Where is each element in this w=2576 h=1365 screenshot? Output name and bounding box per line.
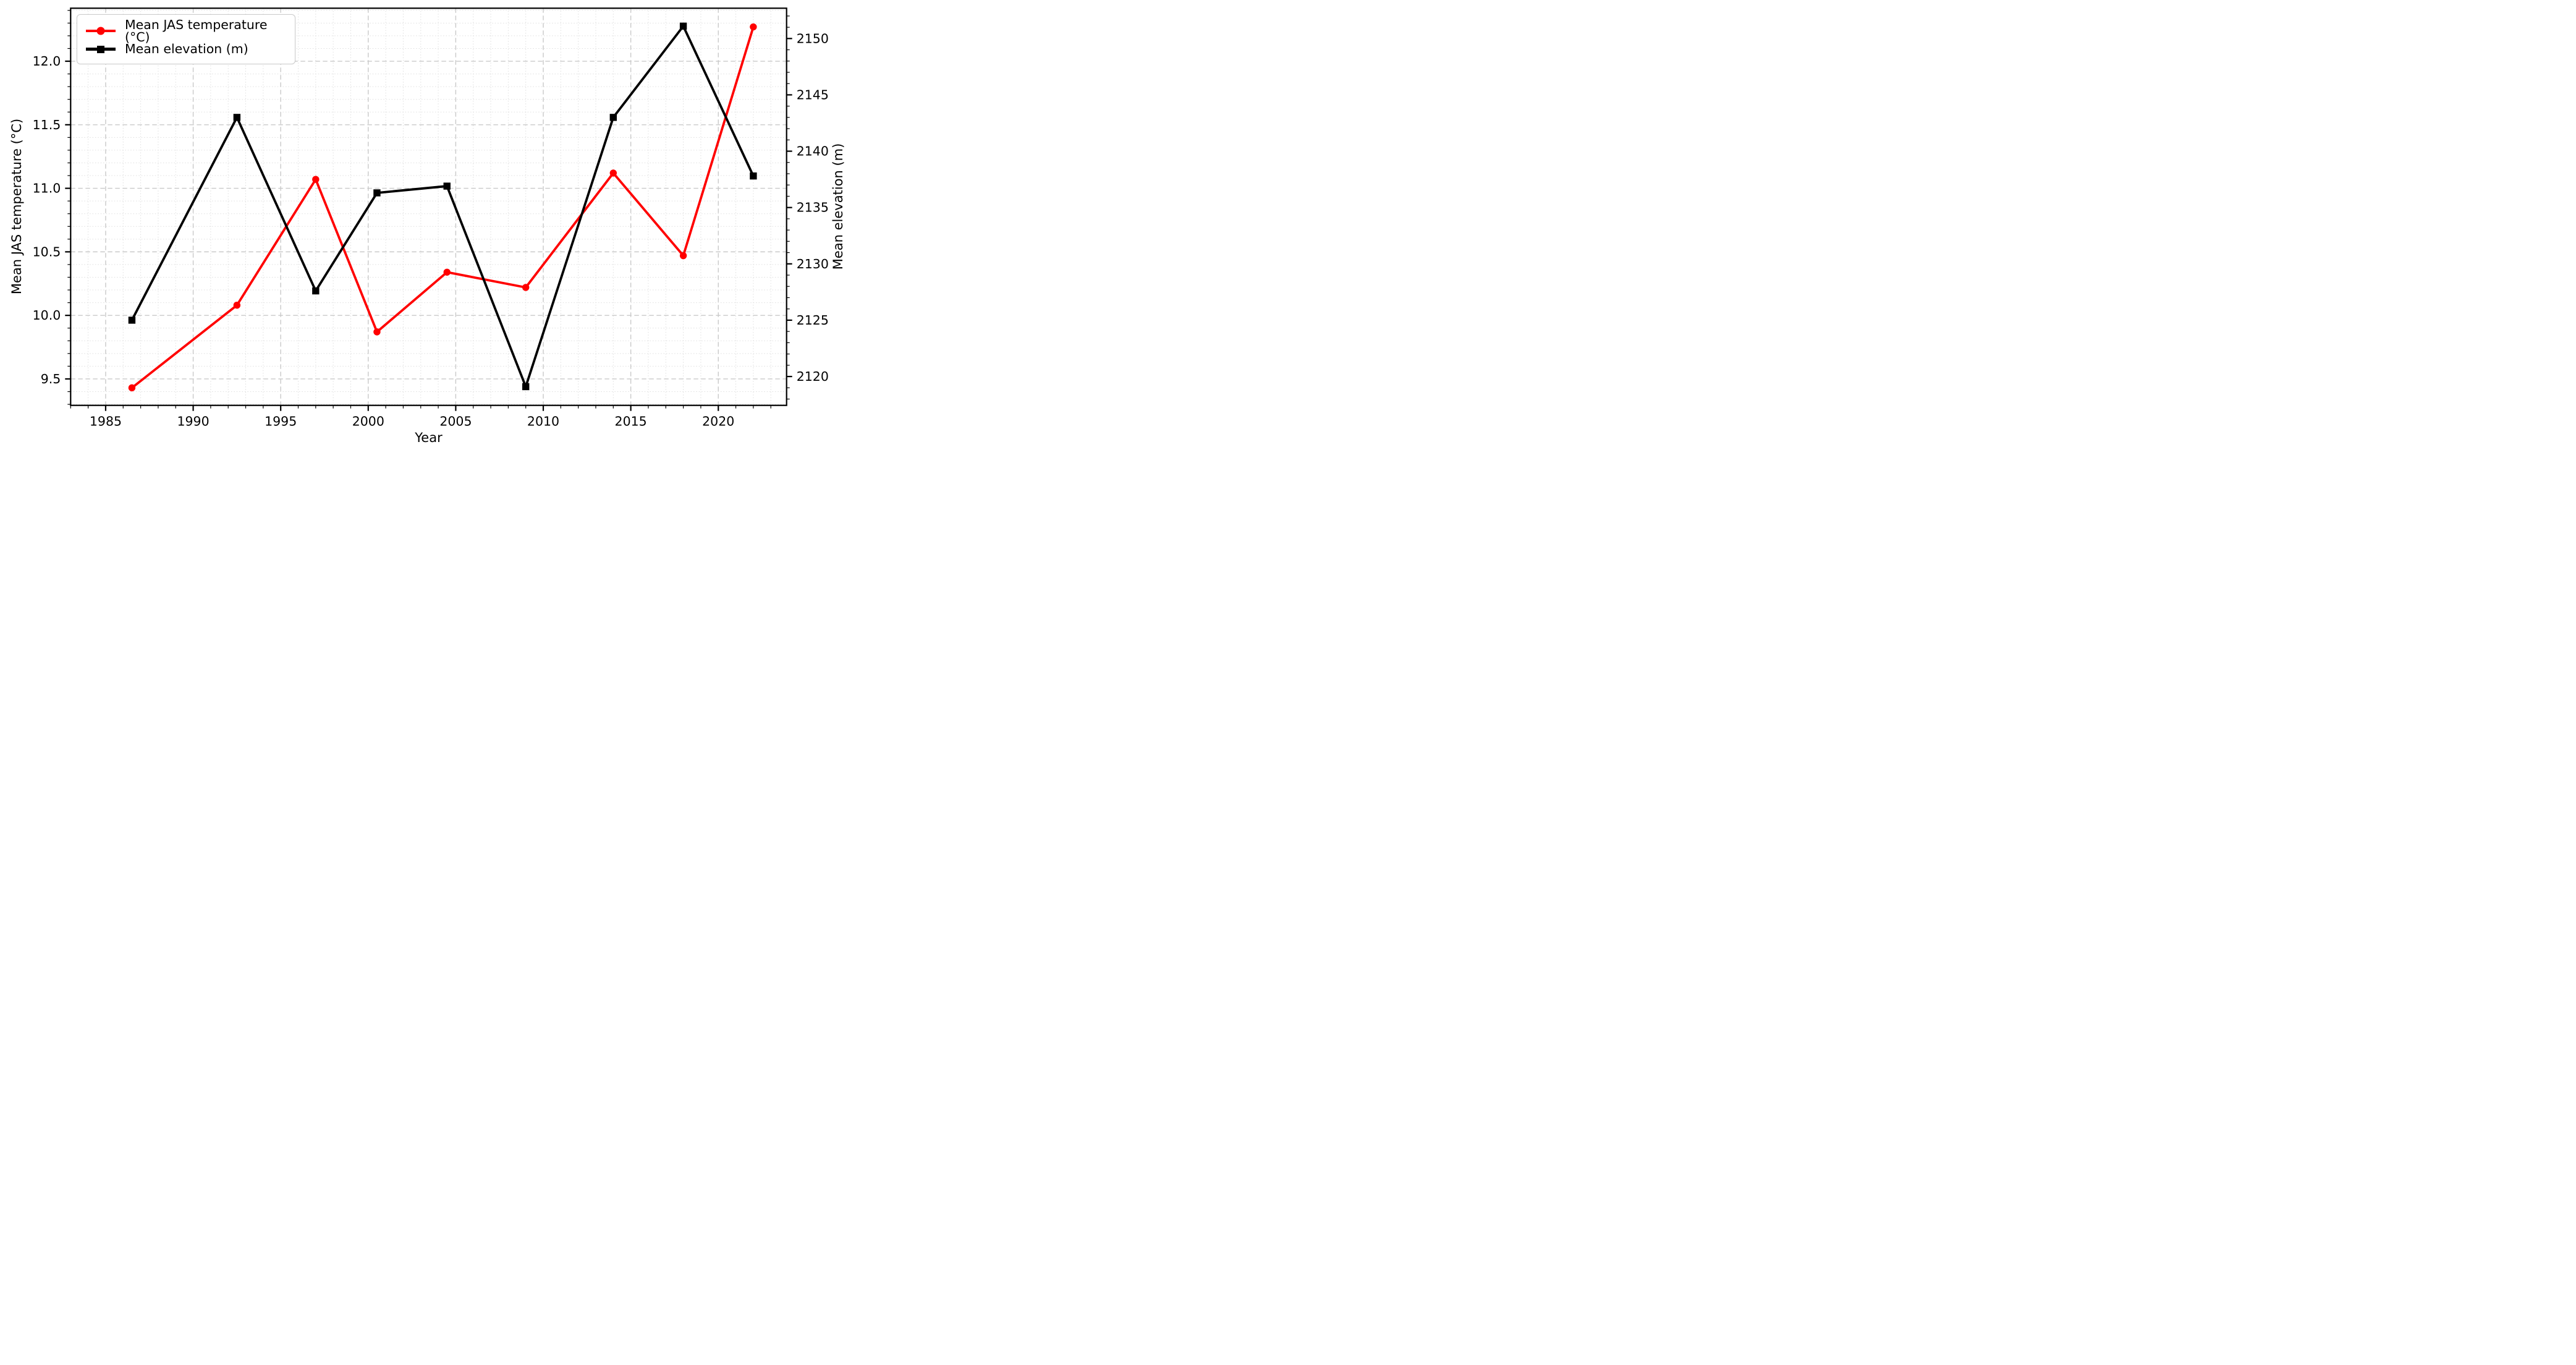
y-left-tick-label: 10.5 [33,244,61,259]
elevation-point [443,182,451,190]
y-right-tick-label: 2135 [797,200,829,215]
temperature-series [128,23,757,392]
legend-label-temperature: Mean JAS temperature (°C) [125,17,268,45]
y-right-tick-label: 2120 [797,369,829,384]
line-chart-figure: 1985 1990 1995 2000 2005 2010 2015 2020 9.5 10.0 1… [0,0,859,455]
y-right-tick-label: 2130 [797,257,829,271]
elevation-point [373,189,381,197]
y-right-tick-label: 2150 [797,31,829,46]
square-marker-icon [97,45,104,53]
x-tick-label: 2015 [615,414,647,429]
y-left-tick-label: 10.0 [33,308,61,323]
elevation-point [679,22,687,30]
elevation-point [312,287,320,295]
x-tick-label: 2000 [352,414,384,429]
grid-minor [70,8,787,406]
grid-major [70,8,787,406]
temperature-point [609,169,617,177]
x-tick-label: 1990 [177,414,209,429]
y-right-tick-label: 2145 [797,87,829,102]
temperature-point [679,252,687,260]
temperature-point [443,268,451,276]
x-tick-label: 2010 [527,414,559,429]
x-tick-label: 1995 [265,414,297,429]
y-right-tick-label: 2125 [797,313,829,328]
temperature-point [522,284,530,291]
x-tick-label: 1985 [90,414,122,429]
chart-svg: 1985 1990 1995 2000 2005 2010 2015 2020 9.5 10.0 1… [33,7,829,429]
elevation-point [609,114,617,121]
x-tick-label: 2020 [702,414,734,429]
elevation-point [233,114,241,121]
elevation-line [130,25,755,388]
temperature-point [312,176,320,183]
legend-entry-elevation: Mean elevation (m) [86,41,286,57]
ticks [65,10,792,411]
y-left-tick-label: 11.5 [33,117,61,132]
y-left-tick-label: 12.0 [33,54,61,69]
y-left-tick-label: 11.0 [33,181,61,196]
temperature-point [750,23,757,31]
elevation-point [128,317,136,324]
series-group [128,22,757,392]
x-axis-title: Year [415,430,443,445]
y-right-tick-label: 2140 [797,144,829,159]
elevation-point [522,383,530,391]
temperature-point [128,384,136,392]
elevation-series [128,22,757,391]
y-axis-right-title: Mean elevation (m) [831,143,845,270]
y-left-tick-label: 9.5 [41,372,61,386]
temperature-line-sample [86,27,116,35]
x-tick-label: 2005 [439,414,472,429]
temperature-line [130,25,755,389]
legend: Mean JAS temperature (°C) Mean elevation… [77,14,295,64]
elevation-point [750,172,757,180]
circle-marker-icon [96,27,105,35]
y-axis-left-title: Mean JAS temperature (°C) [9,118,24,295]
elevation-line-sample [86,45,116,53]
temperature-point [233,302,241,309]
temperature-point [373,328,381,336]
tick-labels: 1985 1990 1995 2000 2005 2010 2015 2020 9.5 10.0 1… [33,31,829,428]
plot-border [70,7,787,406]
legend-entry-temperature: Mean JAS temperature (°C) [86,17,286,45]
legend-label-elevation: Mean elevation (m) [125,41,248,57]
